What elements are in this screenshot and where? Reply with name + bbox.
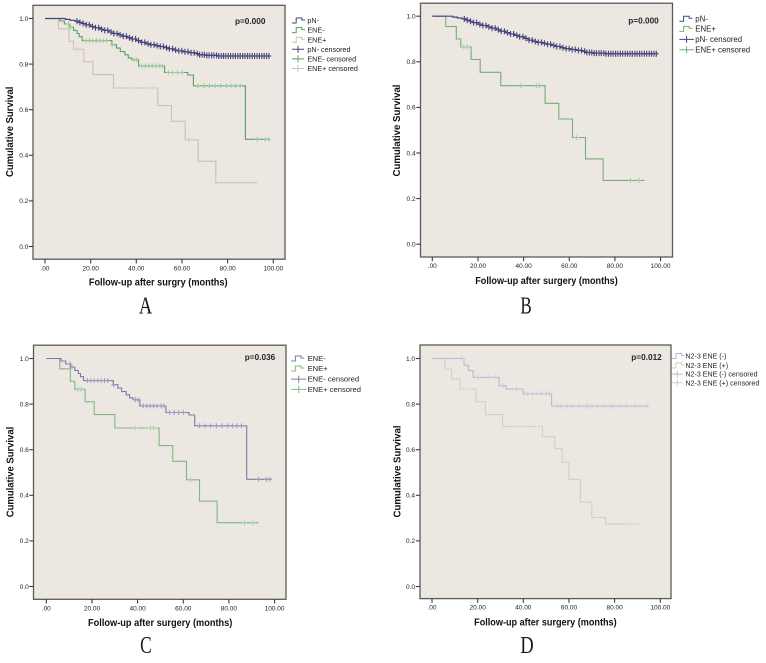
svg-text:0.2: 0.2 — [407, 196, 416, 203]
svg-text:60.00: 60.00 — [175, 605, 192, 612]
svg-text:60.00: 60.00 — [561, 605, 578, 612]
svg-text:A: A — [139, 293, 153, 320]
svg-text:.00: .00 — [42, 605, 51, 612]
svg-text:0.0: 0.0 — [406, 584, 415, 591]
svg-text:ENE- censored: ENE- censored — [307, 55, 356, 64]
svg-text:20.00: 20.00 — [84, 605, 101, 612]
svg-text:Cumulative Survival: Cumulative Survival — [391, 425, 403, 517]
svg-text:ENE+: ENE+ — [308, 364, 329, 373]
svg-text:pN- censored: pN- censored — [695, 35, 742, 44]
svg-text:0.4: 0.4 — [407, 150, 416, 157]
svg-text:1.0: 1.0 — [19, 16, 28, 23]
svg-text:40.00: 40.00 — [515, 263, 532, 270]
svg-text:0.2: 0.2 — [20, 538, 29, 545]
svg-text:0.6: 0.6 — [20, 447, 29, 454]
svg-text:.00: .00 — [428, 263, 437, 270]
svg-text:80.00: 80.00 — [606, 605, 623, 612]
svg-text:40.00: 40.00 — [129, 605, 146, 612]
svg-text:0.8: 0.8 — [20, 401, 29, 408]
svg-text:0.8: 0.8 — [19, 61, 28, 68]
svg-text:ENE+: ENE+ — [307, 35, 326, 44]
svg-text:p=0.000: p=0.000 — [628, 16, 659, 26]
svg-text:0.8: 0.8 — [406, 401, 415, 408]
svg-text:N2-3 ENE (-) censored: N2-3 ENE (-) censored — [685, 371, 757, 379]
svg-text:pN-: pN- — [307, 16, 319, 25]
svg-text:Follow-up after surgery (month: Follow-up after surgery (months) — [474, 618, 617, 629]
svg-text:p=0.000: p=0.000 — [235, 16, 266, 26]
svg-text:ENE+: ENE+ — [695, 25, 716, 34]
svg-text:Cumulative Survival: Cumulative Survival — [5, 86, 16, 177]
svg-text:0.4: 0.4 — [19, 153, 28, 160]
svg-text:80.00: 80.00 — [221, 605, 238, 612]
svg-text:0.8: 0.8 — [407, 59, 416, 66]
svg-text:Follow-up after surgery (month: Follow-up after surgery (months) — [475, 276, 618, 287]
svg-text:.00: .00 — [427, 605, 436, 612]
svg-text:p=0.012: p=0.012 — [631, 352, 662, 362]
svg-text:60.00: 60.00 — [561, 263, 578, 270]
svg-text:ENE+ censored: ENE+ censored — [308, 385, 361, 394]
svg-text:1.0: 1.0 — [407, 14, 416, 21]
svg-text:p=0.036: p=0.036 — [245, 352, 276, 362]
svg-text:N2-3 ENE (-): N2-3 ENE (-) — [685, 353, 726, 361]
svg-text:100.00: 100.00 — [651, 263, 671, 270]
svg-text:0.6: 0.6 — [406, 447, 415, 454]
svg-text:N2-3 ENE (+): N2-3 ENE (+) — [685, 362, 728, 370]
svg-text:0.6: 0.6 — [19, 107, 28, 114]
svg-text:0.6: 0.6 — [407, 105, 416, 112]
svg-text:ENE-: ENE- — [307, 26, 325, 35]
svg-text:20.00: 20.00 — [470, 263, 487, 270]
svg-text:Cumulative Survival: Cumulative Survival — [391, 84, 403, 176]
svg-text:ENE- censored: ENE- censored — [308, 375, 360, 384]
svg-text:60.00: 60.00 — [174, 265, 191, 272]
svg-text:80.00: 80.00 — [219, 265, 236, 272]
svg-text:ENE-: ENE- — [308, 354, 327, 363]
svg-text:N2-3 ENE (+) censored: N2-3 ENE (+) censored — [685, 379, 759, 387]
svg-text:.00: .00 — [40, 265, 49, 272]
svg-text:D: D — [520, 632, 533, 658]
svg-text:1.0: 1.0 — [20, 356, 29, 363]
svg-text:0.2: 0.2 — [19, 198, 28, 205]
svg-text:40.00: 40.00 — [515, 605, 532, 612]
svg-text:Cumulative Survival: Cumulative Survival — [5, 427, 16, 518]
svg-text:ENE+ censored: ENE+ censored — [695, 45, 750, 54]
svg-text:0.0: 0.0 — [407, 242, 416, 249]
svg-text:C: C — [140, 632, 152, 658]
svg-text:40.00: 40.00 — [128, 265, 145, 272]
svg-text:B: B — [520, 293, 531, 320]
svg-text:0.2: 0.2 — [406, 538, 415, 545]
svg-text:0.0: 0.0 — [19, 244, 28, 251]
svg-text:1.0: 1.0 — [406, 356, 415, 363]
svg-text:ENE+ censored: ENE+ censored — [307, 64, 358, 73]
svg-text:20.00: 20.00 — [83, 265, 100, 272]
svg-text:pN- censored: pN- censored — [307, 45, 350, 54]
svg-text:0.0: 0.0 — [20, 584, 29, 591]
svg-text:100.00: 100.00 — [265, 605, 285, 612]
svg-text:100.00: 100.00 — [263, 265, 283, 272]
svg-text:20.00: 20.00 — [470, 605, 487, 612]
svg-text:0.4: 0.4 — [20, 493, 29, 500]
svg-text:Follow-up after surgry (months: Follow-up after surgry (months) — [89, 278, 228, 289]
svg-text:80.00: 80.00 — [607, 263, 624, 270]
svg-text:100.00: 100.00 — [650, 605, 670, 612]
svg-text:Follow-up after surgery (month: Follow-up after surgery (months) — [88, 618, 232, 629]
svg-text:0.4: 0.4 — [406, 493, 415, 500]
svg-text:pN-: pN- — [695, 14, 708, 23]
